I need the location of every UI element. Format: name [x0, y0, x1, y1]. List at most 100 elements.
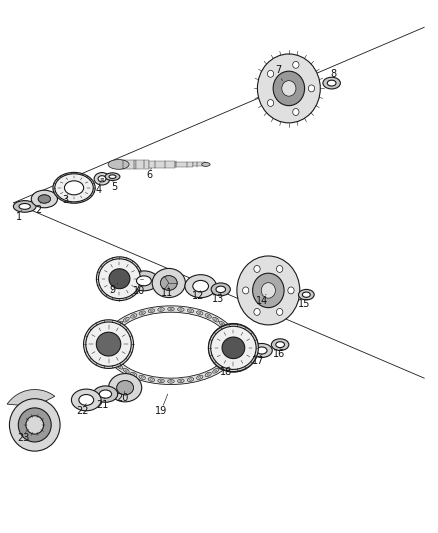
Ellipse shape — [108, 159, 129, 169]
Ellipse shape — [71, 389, 101, 411]
Ellipse shape — [119, 323, 120, 325]
Ellipse shape — [38, 195, 50, 203]
Ellipse shape — [125, 319, 127, 320]
Ellipse shape — [107, 347, 110, 354]
Ellipse shape — [268, 70, 274, 77]
Ellipse shape — [64, 181, 84, 195]
Ellipse shape — [211, 326, 256, 369]
Ellipse shape — [308, 85, 314, 92]
Ellipse shape — [112, 312, 230, 378]
Ellipse shape — [170, 381, 172, 382]
Ellipse shape — [190, 379, 191, 380]
Text: 9: 9 — [110, 286, 116, 295]
Ellipse shape — [26, 416, 44, 434]
Ellipse shape — [99, 390, 112, 398]
Ellipse shape — [254, 309, 260, 316]
Text: 11: 11 — [161, 287, 173, 297]
Ellipse shape — [112, 326, 117, 332]
Ellipse shape — [323, 77, 340, 89]
Ellipse shape — [13, 200, 36, 212]
Ellipse shape — [99, 259, 141, 298]
Ellipse shape — [103, 306, 239, 384]
Ellipse shape — [243, 287, 249, 294]
Text: 16: 16 — [273, 349, 286, 359]
Ellipse shape — [219, 364, 225, 369]
Ellipse shape — [225, 359, 230, 365]
Ellipse shape — [139, 311, 145, 315]
Ellipse shape — [55, 174, 93, 202]
Ellipse shape — [96, 257, 142, 301]
Ellipse shape — [276, 265, 283, 272]
Ellipse shape — [225, 326, 230, 332]
Polygon shape — [193, 163, 206, 166]
Ellipse shape — [86, 322, 131, 366]
Ellipse shape — [129, 271, 159, 291]
Ellipse shape — [133, 315, 135, 317]
Ellipse shape — [158, 308, 164, 311]
Ellipse shape — [117, 381, 134, 395]
Ellipse shape — [84, 320, 134, 368]
Ellipse shape — [229, 330, 233, 337]
Ellipse shape — [112, 359, 117, 365]
Text: 19: 19 — [155, 406, 167, 416]
Ellipse shape — [187, 377, 194, 382]
Ellipse shape — [168, 307, 174, 311]
Ellipse shape — [108, 338, 109, 341]
Ellipse shape — [211, 283, 230, 296]
Ellipse shape — [38, 195, 50, 203]
Ellipse shape — [110, 356, 112, 358]
Ellipse shape — [232, 347, 235, 354]
Ellipse shape — [137, 276, 151, 286]
Ellipse shape — [226, 361, 228, 362]
Text: 18: 18 — [220, 367, 232, 377]
Ellipse shape — [117, 381, 134, 395]
Ellipse shape — [327, 80, 336, 86]
Ellipse shape — [119, 366, 120, 367]
Ellipse shape — [131, 372, 137, 377]
Ellipse shape — [233, 341, 236, 349]
Text: 20: 20 — [116, 393, 128, 403]
Ellipse shape — [108, 350, 109, 352]
Ellipse shape — [276, 342, 285, 348]
Ellipse shape — [148, 309, 155, 313]
Text: 3: 3 — [62, 195, 68, 205]
Text: 6: 6 — [146, 170, 152, 180]
Ellipse shape — [233, 338, 234, 341]
Text: 22: 22 — [77, 406, 89, 416]
Ellipse shape — [207, 315, 209, 317]
Ellipse shape — [109, 374, 142, 402]
Ellipse shape — [114, 328, 115, 330]
Ellipse shape — [160, 380, 162, 382]
Ellipse shape — [229, 353, 233, 360]
Ellipse shape — [109, 353, 113, 360]
Ellipse shape — [197, 311, 203, 315]
Ellipse shape — [272, 339, 289, 351]
Ellipse shape — [158, 379, 164, 383]
Ellipse shape — [234, 344, 235, 346]
Ellipse shape — [205, 372, 211, 377]
Ellipse shape — [152, 269, 185, 297]
Ellipse shape — [160, 309, 162, 310]
Ellipse shape — [106, 341, 109, 349]
Ellipse shape — [110, 333, 112, 335]
Polygon shape — [119, 159, 136, 169]
Ellipse shape — [254, 265, 260, 272]
Ellipse shape — [237, 256, 300, 325]
Ellipse shape — [185, 274, 216, 297]
Ellipse shape — [202, 163, 210, 166]
Ellipse shape — [53, 172, 95, 203]
Ellipse shape — [31, 190, 57, 208]
Text: ≡: ≡ — [100, 176, 104, 181]
Ellipse shape — [114, 361, 115, 362]
Ellipse shape — [216, 286, 226, 293]
Text: 14: 14 — [256, 295, 268, 305]
Text: 2: 2 — [35, 205, 41, 215]
Ellipse shape — [288, 287, 294, 294]
Ellipse shape — [170, 309, 172, 310]
Ellipse shape — [18, 408, 51, 442]
Ellipse shape — [302, 292, 310, 297]
Ellipse shape — [141, 312, 143, 314]
Ellipse shape — [180, 380, 182, 382]
Polygon shape — [7, 390, 55, 407]
Ellipse shape — [123, 317, 129, 322]
